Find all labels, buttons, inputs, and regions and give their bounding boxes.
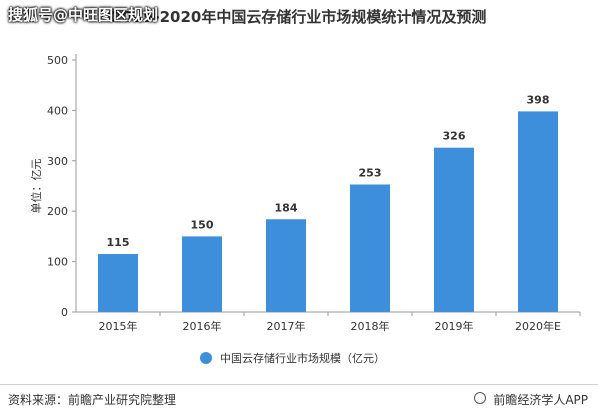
y-tick-label: 100 <box>47 256 68 269</box>
footer: 资料来源：前瞻产业研究院整理 前瞻经济学人APP <box>0 384 598 415</box>
bar <box>350 184 390 312</box>
chart-bars: 115 2015年 150 2016年 184 2017年 253 2018年 326 2019年… <box>98 93 561 333</box>
y-tick-label: 400 <box>47 104 68 117</box>
brand-name: 前瞻经济学人APP <box>493 393 588 407</box>
bar-value-label: 150 <box>191 218 214 231</box>
bar <box>182 236 222 312</box>
bar <box>266 219 306 312</box>
y-tick-label: 300 <box>47 155 68 168</box>
bar-chart: 0 100 200 300 400 500 单位：亿元 115 2015年 150 2016年 18… <box>29 54 581 365</box>
y-tick-label: 500 <box>47 54 68 67</box>
legend-label: 中国云存储行业市场规模（亿元） <box>220 351 385 365</box>
source-note: 资料来源：前瞻产业研究院整理 <box>8 393 177 407</box>
y-tick-label: 0 <box>61 306 68 319</box>
brand-logo-icon <box>474 392 486 404</box>
x-tick-label: 2019年 <box>435 319 474 333</box>
x-tick-label: 2016年 <box>183 319 222 333</box>
chart-title: 2015-2020年中国云存储行业市场规模统计情况及预测 <box>111 8 487 26</box>
bar <box>434 147 474 312</box>
y-axis-label: 单位：亿元 <box>29 159 43 214</box>
bar-value-label: 326 <box>443 130 466 143</box>
bar-value-label: 115 <box>107 236 130 249</box>
legend-marker <box>200 352 212 364</box>
bar <box>518 111 558 313</box>
chart-legend: 中国云存储行业市场规模（亿元） <box>200 351 385 365</box>
x-tick-label: 2015年 <box>99 319 138 333</box>
bar-value-label: 398 <box>527 93 550 106</box>
bar-value-label: 184 <box>275 201 298 214</box>
chart-axes: 0 100 200 300 400 500 单位：亿元 <box>29 54 581 319</box>
y-tick-label: 200 <box>47 205 68 218</box>
x-tick-label: 2018年 <box>351 319 390 333</box>
x-tick-label: 2017年 <box>267 319 306 333</box>
x-tick-label: 2020年E <box>515 319 561 333</box>
bar-value-label: 253 <box>359 166 382 179</box>
bar <box>98 254 138 312</box>
watermark-overlay-text: 搜狐号@中旺图区规划 <box>8 6 159 24</box>
